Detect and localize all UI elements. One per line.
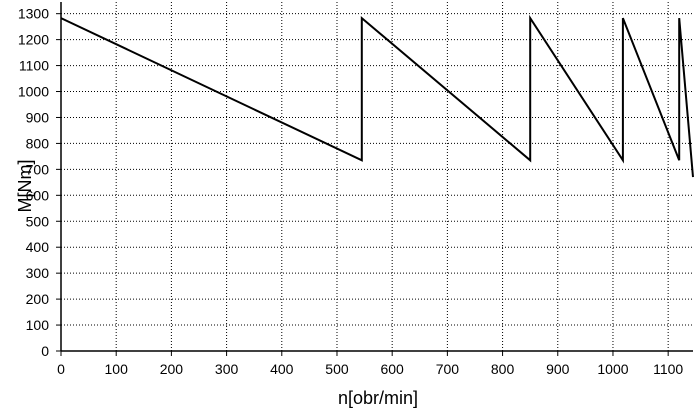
x-tick-label: 0 xyxy=(57,361,65,377)
grid-layer xyxy=(61,2,693,351)
y-tick-label: 500 xyxy=(26,213,50,229)
x-tick-label: 600 xyxy=(380,361,404,377)
y-tick-label: 400 xyxy=(26,239,50,255)
label-layer: 0100200300400500600700800900100011001200… xyxy=(18,6,684,377)
y-tick-label: 0 xyxy=(41,343,49,359)
y-tick-label: 100 xyxy=(26,317,50,333)
y-tick-label: 800 xyxy=(26,135,50,151)
y-tick-label: 1000 xyxy=(18,84,49,100)
axis-layer xyxy=(56,2,693,356)
x-axis-title: n[obr/min] xyxy=(338,388,418,408)
x-tick-label: 400 xyxy=(270,361,294,377)
y-axis-title: M[Nm] xyxy=(15,160,35,213)
y-tick-label: 600 xyxy=(26,187,50,203)
series-line xyxy=(60,14,694,178)
y-tick-label: 200 xyxy=(26,291,50,307)
y-tick-label: 900 xyxy=(26,109,50,125)
x-tick-label: 1000 xyxy=(597,361,628,377)
x-tick-label: 800 xyxy=(491,361,515,377)
x-tick-label: 500 xyxy=(325,361,349,377)
x-tick-label: 300 xyxy=(215,361,239,377)
y-tick-label: 1100 xyxy=(19,58,49,74)
x-tick-label: 200 xyxy=(160,361,184,377)
y-tick-label: 1300 xyxy=(18,6,49,22)
x-tick-label: 1100 xyxy=(653,361,683,377)
y-tick-label: 1200 xyxy=(18,32,49,48)
series-layer xyxy=(60,14,694,178)
x-tick-label: 700 xyxy=(436,361,460,377)
x-tick-label: 100 xyxy=(105,361,129,377)
y-tick-label: 700 xyxy=(26,161,50,177)
x-tick-label: 900 xyxy=(546,361,570,377)
y-tick-label: 300 xyxy=(26,265,50,281)
